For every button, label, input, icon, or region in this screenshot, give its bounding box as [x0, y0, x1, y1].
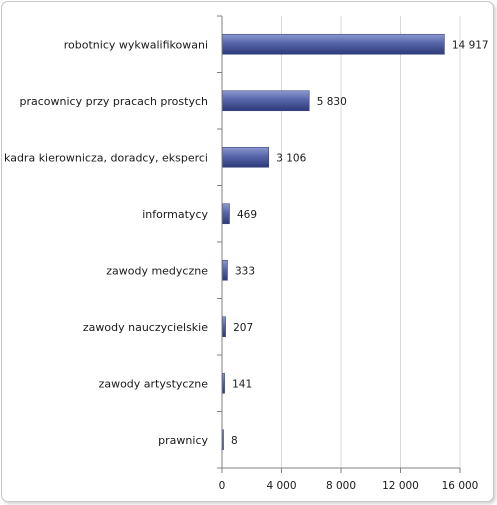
bar: [222, 90, 310, 112]
category-label: zawody nauczycielskie: [83, 321, 208, 334]
x-tick-label: 8 000: [326, 480, 356, 492]
axes: [217, 15, 461, 473]
value-label: 469: [237, 209, 257, 221]
value-label: 3 106: [276, 152, 306, 164]
value-label: 207: [233, 322, 253, 334]
x-tick-label: 0: [219, 480, 226, 492]
bar: [222, 259, 228, 281]
bar: [222, 33, 445, 55]
value-label: 141: [232, 378, 252, 390]
category-label: zawody medyczne: [106, 264, 208, 277]
bar: [222, 203, 230, 225]
value-label: 14 917: [452, 39, 489, 51]
x-tick-label: 16 000: [442, 480, 479, 492]
category-label: pracownicy przy pracach prostych: [19, 95, 208, 108]
value-label: 333: [235, 265, 255, 277]
bar: [222, 146, 270, 168]
category-label: informatycy: [142, 208, 208, 221]
bar: [222, 316, 226, 338]
category-label: robotnicy wykwalifikowani: [64, 38, 208, 51]
value-label: 8: [231, 435, 238, 447]
x-tick-label: 4 000: [266, 480, 296, 492]
labels: 0 4 000 8 000 12 000 16 000 robotnicy wykwali…: [4, 38, 489, 492]
bar: [222, 372, 225, 394]
bar: [222, 429, 224, 451]
category-label: kadra kierownicza, doradcy, eksperci: [4, 151, 208, 164]
gridlines: [281, 16, 461, 468]
category-label: zawody artystyczne: [99, 377, 209, 390]
value-label: 5 830: [317, 96, 347, 108]
x-tick-label: 12 000: [382, 480, 419, 492]
category-label: prawnicy: [158, 434, 208, 447]
